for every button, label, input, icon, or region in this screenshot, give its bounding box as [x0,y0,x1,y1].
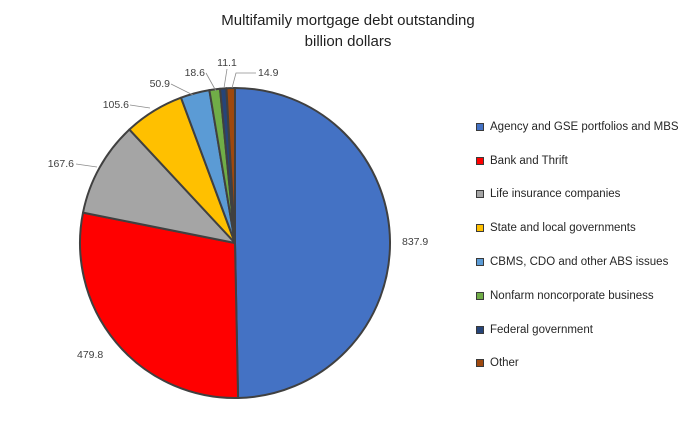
legend-item: Federal government [476,313,691,347]
data-labels: 837.9 479.8 167.6 105.6 50.9 18.6 11.1 14.9 [48,57,429,361]
legend-item: Agency and GSE portfolios and MBS [476,110,691,144]
chart-title-line-1: Multifamily mortgage debt outstanding [221,12,475,29]
chart-title-line-2: billion dollars [304,33,392,50]
data-label: 18.6 [185,67,206,79]
legend-swatch [476,122,484,131]
data-label: 11.1 [217,57,237,69]
legend-item: Other [476,347,691,381]
legend-label: CBMS, CDO and other ABS issues [490,256,669,269]
legend-label: Bank and Thrift [490,154,568,167]
legend-swatch [476,258,484,267]
legend-swatch [476,291,484,300]
data-label: 105.6 [103,99,129,111]
legend-item: Life insurance companies [476,178,691,212]
legend-swatch [476,359,484,368]
leader-line [75,163,98,168]
legend-label: Agency and GSE portfolios and MBS [490,120,679,133]
data-label: 837.9 [402,236,428,248]
pie-slice [225,87,236,244]
legend-label: Life insurance companies [490,188,621,201]
leader-line [231,72,256,89]
legend: Agency and GSE portfolios and MBS Bank an… [476,110,691,380]
legend-item: Nonfarm noncorporate business [476,279,691,313]
data-label: 50.9 [150,78,171,90]
leader-line [223,68,228,89]
leader-line [205,72,217,92]
legend-item: CBMS, CDO and other ABS issues [476,245,691,279]
legend-swatch [476,190,484,199]
legend-item: State and local governments [476,211,691,245]
leader-lines [75,68,256,168]
pie-slice [82,128,236,244]
legend-label: Federal government [490,323,593,336]
legend-label: Other [490,357,519,370]
leader-line [170,83,194,96]
legend-item: Bank and Thrift [476,144,691,178]
legend-swatch [476,156,484,165]
data-label: 479.8 [77,349,103,361]
legend-label: Nonfarm noncorporate business [490,289,654,302]
legend-swatch [476,325,484,334]
pie-slices [79,87,391,399]
pie-slice [234,87,391,399]
leader-line [129,104,151,109]
data-label: 167.6 [48,158,74,170]
chart-title: Multifamily mortgage debt outstanding bi… [0,10,696,52]
legend-label: State and local governments [490,222,636,235]
data-label: 14.9 [258,67,279,79]
legend-swatch [476,224,484,233]
pie-slice [79,211,240,399]
